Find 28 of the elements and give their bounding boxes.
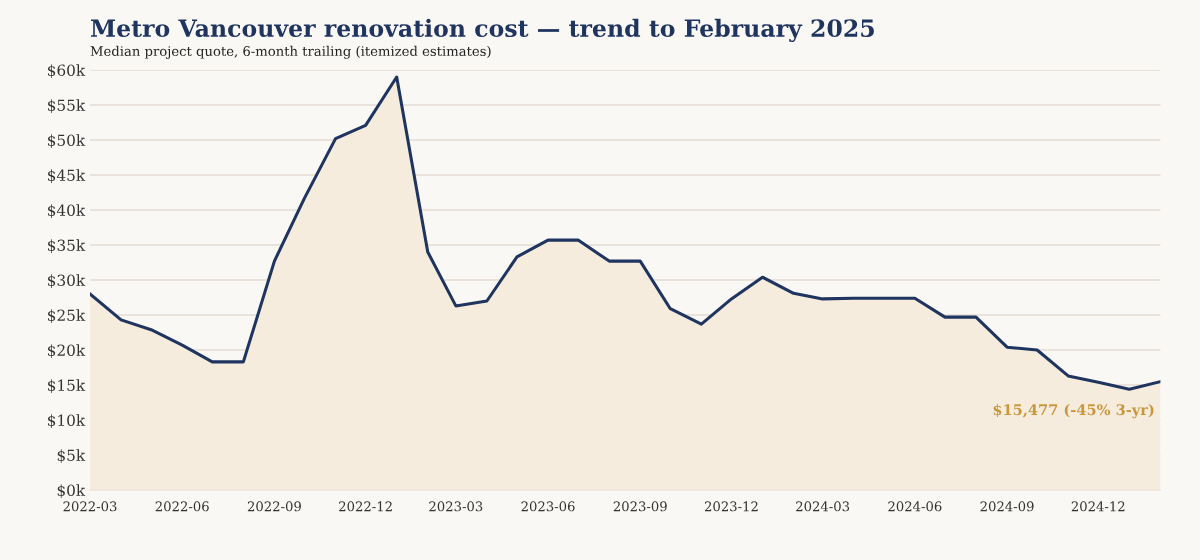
x-tick-label: 2023-12 [704, 501, 758, 512]
x-tick-label: 2024-06 [888, 501, 942, 512]
x-tick-label: 2023-06 [521, 501, 575, 512]
y-tick-label: $40k [48, 204, 86, 219]
y-tick-label: $60k [48, 64, 86, 79]
y-tick-label: $50k [48, 134, 86, 149]
x-tick-label: 2024-03 [796, 501, 850, 512]
y-tick-label: $55k [48, 99, 86, 114]
chart-subtitle: Median project quote, 6-month trailing (itemized estimates) [90, 45, 491, 59]
y-tick-label: $10k [48, 414, 86, 429]
x-tick-label: 2022-12 [339, 501, 392, 512]
x-tick-label: 2024-09 [980, 501, 1034, 512]
y-tick-label: $45k [48, 169, 86, 184]
x-tick-label: 2023-09 [613, 501, 667, 512]
chart-title: Metro Vancouver renovation cost — trend to February 2025 [90, 18, 874, 42]
y-tick-label: $15k [48, 379, 86, 394]
x-tick-label: 2022-03 [63, 501, 117, 512]
x-tick-label: 2024-12 [1071, 501, 1125, 512]
y-tick-label: $30k [48, 274, 86, 289]
y-tick-label: $5k [57, 449, 86, 464]
x-tick-label: 2022-09 [247, 501, 301, 512]
y-tick-label: $20k [48, 344, 86, 359]
y-tick-label: $25k [48, 309, 86, 324]
x-tick-label: 2022-06 [155, 501, 209, 512]
annotation: $15,477 (-45% 3-yr) [993, 403, 1154, 419]
y-tick-label: $35k [48, 239, 86, 254]
y-tick-label: $0k [57, 484, 86, 499]
x-tick-label: 2023-03 [429, 501, 483, 512]
